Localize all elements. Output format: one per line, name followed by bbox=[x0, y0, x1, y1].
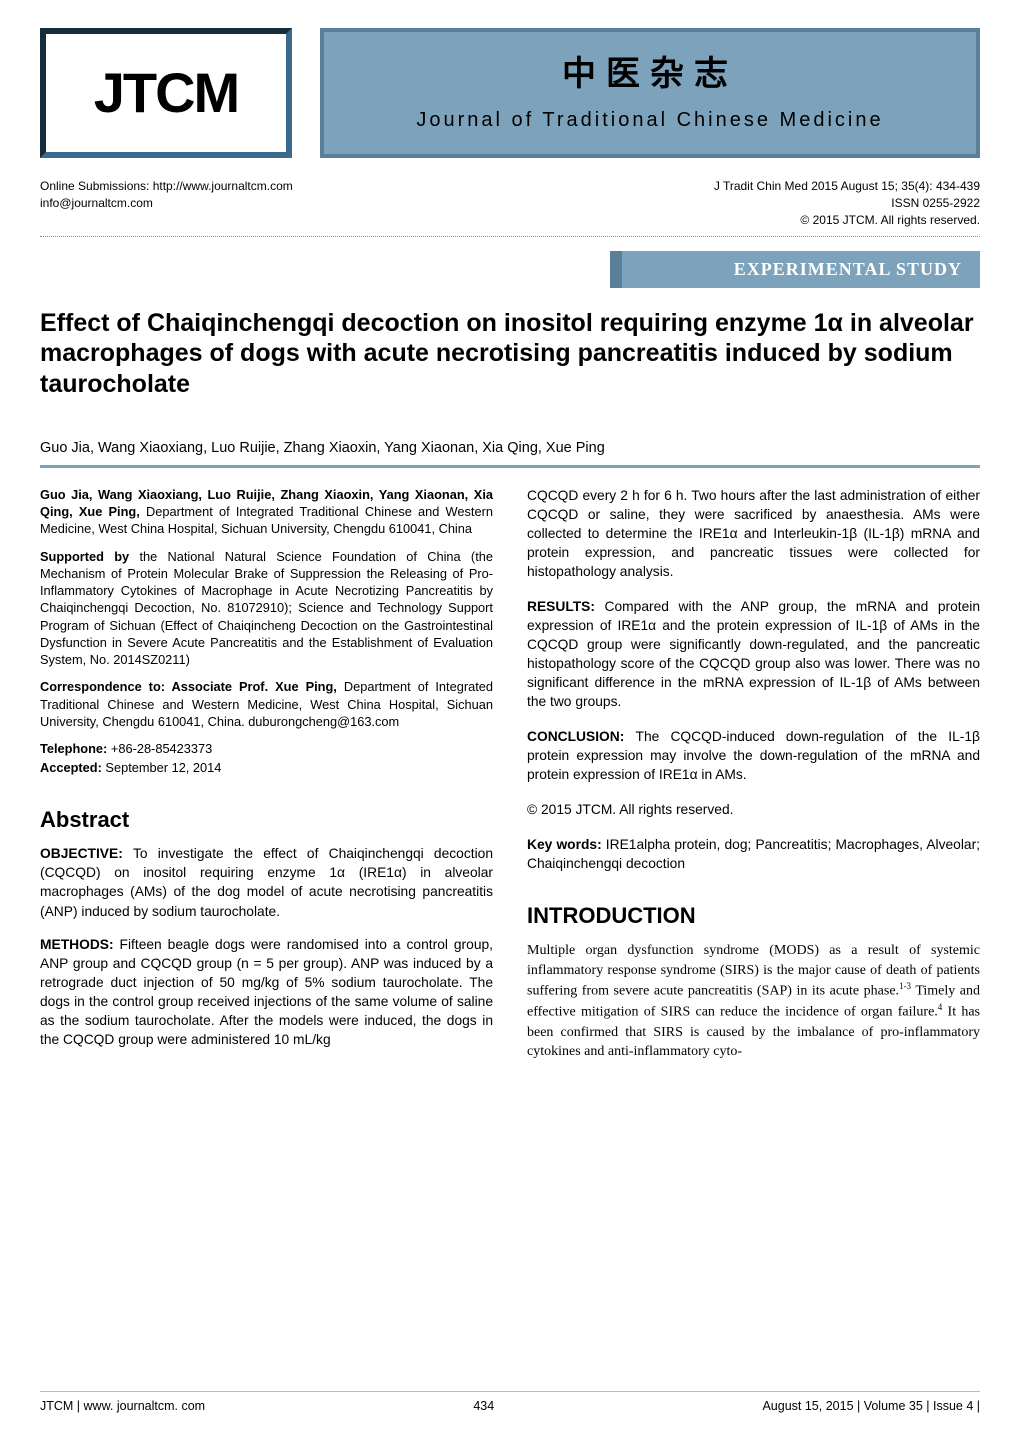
page-number: 434 bbox=[473, 1398, 494, 1415]
affiliations-block: Guo Jia, Wang Xiaoxiang, Luo Ruijie, Zha… bbox=[40, 486, 493, 777]
methods-cont-text: CQCQD every 2 h for 6 h. Two hours after… bbox=[527, 486, 980, 581]
supported-by-text: the National Natural Science Foundation … bbox=[40, 549, 493, 668]
submission-url: Online Submissions: http://www.journaltc… bbox=[40, 178, 293, 195]
citation: J Tradit Chin Med 2015 August 15; 35(4):… bbox=[714, 178, 980, 195]
page-footer: JTCM | www. journaltcm. com 434 August 1… bbox=[40, 1391, 980, 1415]
methods-text: Fifteen beagle dogs were randomised into… bbox=[40, 937, 493, 1047]
keywords-label: Key words: bbox=[527, 837, 606, 852]
copyright-top: © 2015 JTCM. All rights reserved. bbox=[714, 212, 980, 229]
info-email: info@journaltcm.com bbox=[40, 195, 293, 212]
telephone-value: +86-28-85423373 bbox=[111, 741, 212, 756]
author-separator-rule bbox=[40, 465, 980, 468]
accepted-label: Accepted: bbox=[40, 760, 105, 775]
conclusion-label: CONCLUSION: bbox=[527, 729, 636, 744]
logo-text: JTCM bbox=[94, 55, 238, 131]
section-badge: EXPERIMENTAL STUDY bbox=[610, 251, 980, 287]
results-text: Compared with the ANP group, the mRNA an… bbox=[527, 599, 980, 709]
footer-right: August 15, 2015 | Volume 35 | Issue 4 | bbox=[762, 1398, 980, 1415]
author-list: Guo Jia, Wang Xiaoxiang, Luo Ruijie, Zha… bbox=[40, 439, 980, 459]
results-label: RESULTS: bbox=[527, 599, 605, 614]
chinese-title: 中医杂志 bbox=[562, 52, 738, 98]
issn: ISSN 0255-2922 bbox=[714, 195, 980, 212]
introduction-text: Multiple organ dysfunction syndrome (MOD… bbox=[527, 941, 980, 1062]
correspondence-label: Correspondence to: Associate Prof. Xue P… bbox=[40, 679, 344, 694]
methods-label: METHODS: bbox=[40, 937, 120, 952]
telephone-label: Telephone: bbox=[40, 741, 111, 756]
objective-label: OBJECTIVE: bbox=[40, 846, 133, 861]
accepted-date: September 12, 2014 bbox=[105, 760, 221, 775]
article-title: Effect of Chaiqinchengqi decoction on in… bbox=[40, 308, 980, 400]
footer-left: JTCM | www. journaltcm. com bbox=[40, 1398, 205, 1415]
sub-header: Online Submissions: http://www.journaltc… bbox=[40, 172, 980, 237]
abstract-copyright: © 2015 JTCM. All rights reserved. bbox=[527, 800, 980, 819]
supported-by-label: Supported by bbox=[40, 549, 139, 564]
abstract-heading: Abstract bbox=[40, 805, 493, 835]
introduction-heading: INTRODUCTION bbox=[527, 901, 980, 931]
logo-box: JTCM bbox=[40, 28, 292, 158]
journal-title-box: 中医杂志 Journal of Traditional Chinese Medi… bbox=[320, 28, 980, 158]
english-title: Journal of Traditional Chinese Medicine bbox=[416, 107, 883, 134]
